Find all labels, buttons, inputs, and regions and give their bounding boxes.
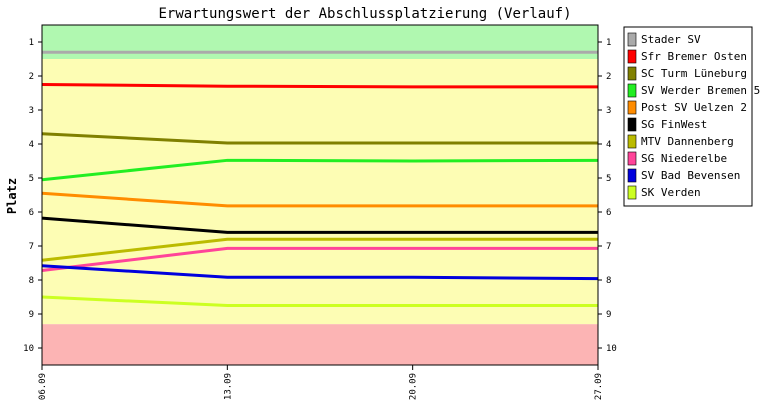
- y-tick-label-right: 9: [606, 310, 611, 320]
- series-line-6: [41, 237, 598, 262]
- series-line-2: [41, 132, 598, 145]
- series-line-3: [41, 158, 599, 182]
- band-1: [42, 59, 598, 325]
- y-tick-label-right: 3: [606, 106, 611, 116]
- y-tick-label-left: 5: [29, 174, 34, 184]
- legend-label: MTV Dannenberg: [641, 135, 734, 148]
- chart-title: Erwartungswert der Abschlussplatzierung …: [158, 6, 571, 22]
- legend-swatch: [627, 185, 637, 200]
- legend-swatch: [627, 66, 637, 81]
- legend-swatch: [627, 49, 637, 64]
- legend-label: Post SV Uelzen 2: [641, 101, 747, 114]
- legend: Stader SV Sfr Bremer Osten SC Turm Lünebur…: [623, 26, 760, 207]
- legend-label: SV Bad Bevensen: [641, 169, 740, 182]
- y-tick-label-left: 3: [29, 106, 34, 116]
- legend-label: SC Turm Lüneburg: [641, 67, 747, 80]
- series-line-1: [41, 83, 598, 89]
- y-tick-label-left: 9: [29, 310, 34, 320]
- series-line-4: [41, 191, 598, 208]
- legend-swatch: [627, 83, 637, 98]
- legend-label: Sfr Bremer Osten: [641, 50, 747, 63]
- y-tick-label-right: 4: [606, 140, 611, 150]
- legend-label: SV Werder Bremen 5: [641, 84, 760, 97]
- plot-frame: [41, 24, 599, 366]
- background-bands: [42, 25, 598, 365]
- x-tick-label: 27.09: [594, 373, 604, 400]
- y-tick-label-left: 6: [29, 208, 34, 218]
- legend-swatch: [627, 117, 637, 132]
- tick-labels: 1 1 2 2 3 3 4 4 5 5 6 6 7 7 8 8 9 9 10 10 06.09 13.09 20.09 27.…: [23, 38, 617, 400]
- legend-label: SK Verden: [641, 186, 701, 199]
- x-tick-label: 13.09: [223, 373, 233, 400]
- series-line-7: [41, 246, 598, 272]
- y-tick-label-left: 10: [23, 344, 34, 354]
- y-tick-label-right: 5: [606, 174, 611, 184]
- y-tick-label-left: 1: [29, 38, 34, 48]
- series-lines: [41, 50, 599, 307]
- y-tick-label-right: 6: [606, 208, 611, 218]
- y-tick-label-right: 1: [606, 38, 611, 48]
- x-tick-label: 06.09: [38, 373, 48, 400]
- series-line-8: [41, 264, 599, 281]
- y-tick-label-right: 10: [606, 344, 617, 354]
- band-0: [42, 25, 598, 59]
- y-tick-label-right: 2: [606, 72, 611, 82]
- legend-swatch: [627, 32, 637, 47]
- legend-box: [623, 26, 753, 207]
- x-tick-label: 20.09: [409, 373, 419, 400]
- series-line-5: [41, 216, 598, 234]
- legend-swatch: [627, 134, 637, 149]
- y-tick-label-left: 8: [29, 276, 34, 286]
- legend-label: Stader SV: [641, 33, 701, 46]
- y-tick-label-left: 4: [29, 140, 34, 150]
- y-tick-label-right: 8: [606, 276, 611, 286]
- legend-swatch: [627, 168, 637, 183]
- legend-label: SG FinWest: [641, 118, 707, 131]
- legend-label: SG Niederelbe: [641, 152, 727, 165]
- series-line-9: [41, 295, 598, 307]
- y-tick-label-left: 2: [29, 72, 34, 82]
- axes: [38, 24, 602, 370]
- y-tick-label-right: 7: [606, 242, 611, 252]
- y-axis-label: Platz: [5, 178, 19, 214]
- y-tick-label-left: 7: [29, 242, 34, 252]
- legend-swatch: [627, 100, 637, 115]
- legend-swatch: [627, 151, 637, 166]
- band-2: [42, 324, 598, 365]
